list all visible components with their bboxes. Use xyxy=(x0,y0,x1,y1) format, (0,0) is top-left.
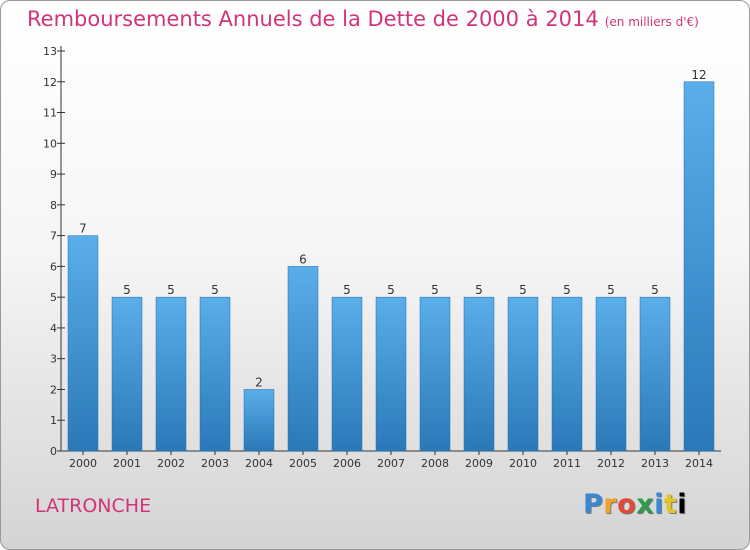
y-tick-label: 2 xyxy=(50,383,57,396)
y-tick-label: 0 xyxy=(50,445,57,458)
bar xyxy=(507,296,539,452)
data-label: 12 xyxy=(691,68,706,82)
chart-title: Remboursements Annuels de la Dette de 20… xyxy=(27,7,699,31)
bar xyxy=(287,266,319,452)
chart-labels: 2000 7 2001 5 2002 5 2003 5 2004 2 2005 6 2006 5 2007 5… xyxy=(69,68,713,470)
data-label: 7 xyxy=(79,222,87,236)
y-tick-label: 9 xyxy=(50,168,57,181)
x-tick-label: 2008 xyxy=(421,457,449,470)
y-tick-label: 7 xyxy=(50,230,57,243)
y-tick-label: 11 xyxy=(43,107,57,120)
x-tick-label: 2007 xyxy=(377,457,405,470)
data-label: 5 xyxy=(607,283,615,297)
y-tick-label: 13 xyxy=(43,45,57,58)
y-tick-label: 1 xyxy=(50,414,57,427)
bar xyxy=(419,296,451,452)
bar xyxy=(243,389,275,452)
bar xyxy=(111,296,143,452)
x-tick-label: 2009 xyxy=(465,457,493,470)
x-tick-label: 2013 xyxy=(641,457,669,470)
bar xyxy=(331,296,363,452)
data-label: 5 xyxy=(123,283,131,297)
x-tick-label: 2012 xyxy=(597,457,625,470)
chart-title-unit: (en milliers d'€) xyxy=(604,15,699,29)
y-tick-label: 8 xyxy=(50,199,57,212)
bar xyxy=(155,296,187,452)
bar xyxy=(463,296,495,452)
bar xyxy=(683,81,715,452)
data-label: 2 xyxy=(255,375,263,389)
x-tick-label: 2014 xyxy=(685,457,713,470)
data-label: 5 xyxy=(651,283,659,297)
x-tick-label: 2011 xyxy=(553,457,581,470)
bar xyxy=(551,296,583,452)
y-tick-label: 6 xyxy=(50,260,57,273)
chart-title-text: Remboursements Annuels de la Dette de 20… xyxy=(27,7,599,31)
y-tick-label: 10 xyxy=(43,137,57,150)
data-label: 5 xyxy=(387,283,395,297)
data-label: 5 xyxy=(563,283,571,297)
data-label: 5 xyxy=(211,283,219,297)
proxiti-logo[interactable]: Proxiti xyxy=(583,489,688,520)
y-tick-label: 3 xyxy=(50,353,57,366)
x-tick-label: 2005 xyxy=(289,457,317,470)
data-label: 5 xyxy=(167,283,175,297)
x-tick-label: 2003 xyxy=(201,457,229,470)
x-tick-label: 2004 xyxy=(245,457,273,470)
data-label: 5 xyxy=(519,283,527,297)
commune-name: LATRONCHE xyxy=(35,495,152,517)
data-label: 5 xyxy=(343,283,351,297)
x-tick-label: 2006 xyxy=(333,457,361,470)
bar xyxy=(199,296,231,452)
x-tick-label: 2001 xyxy=(113,457,141,470)
data-label: 5 xyxy=(475,283,483,297)
y-tick-label: 5 xyxy=(50,291,57,304)
y-tick-label: 12 xyxy=(43,76,57,89)
x-tick-label: 2010 xyxy=(509,457,537,470)
chart-bars xyxy=(67,81,715,452)
data-label: 6 xyxy=(299,252,307,266)
y-tick-label: 4 xyxy=(50,322,57,335)
x-tick-label: 2002 xyxy=(157,457,185,470)
bar xyxy=(595,296,627,452)
x-tick-label: 2000 xyxy=(69,457,97,470)
data-label: 5 xyxy=(431,283,439,297)
bar xyxy=(67,235,99,452)
bar xyxy=(375,296,407,452)
bar xyxy=(639,296,671,452)
